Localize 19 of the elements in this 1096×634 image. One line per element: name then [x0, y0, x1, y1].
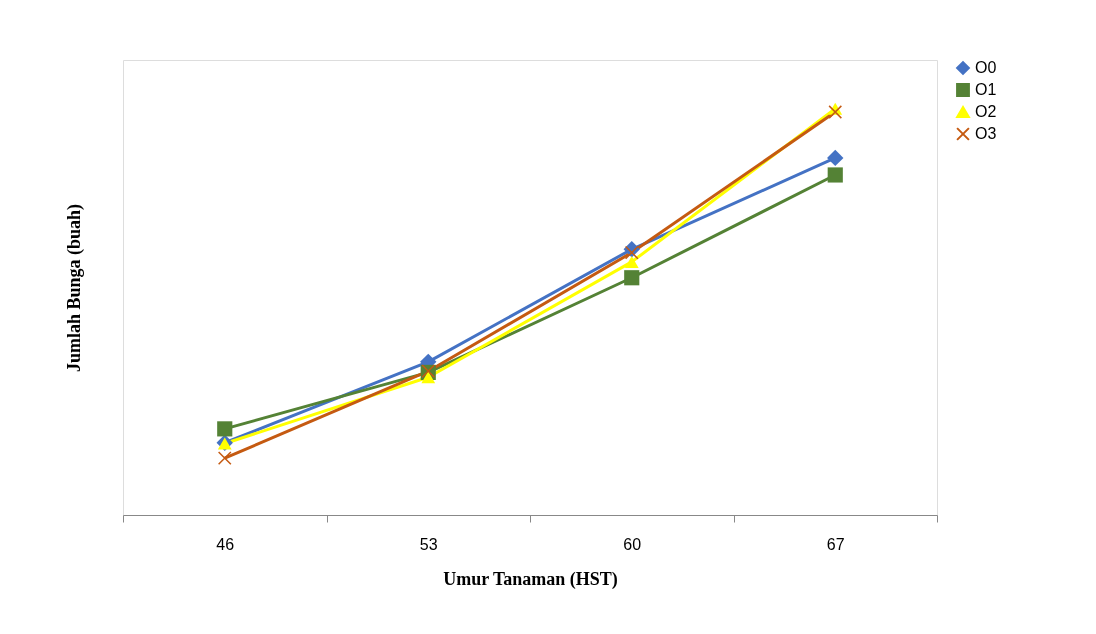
legend-label: O1	[975, 81, 997, 98]
point	[827, 167, 843, 183]
point	[217, 421, 233, 437]
legend-label: O0	[975, 59, 997, 76]
legend-label: O2	[975, 103, 997, 120]
point	[827, 149, 844, 167]
y-axis-title: Jumlah Bunga (buah)	[63, 203, 85, 373]
x-tick-label: 46	[216, 535, 235, 553]
point	[624, 245, 639, 260]
legend-label: O3	[975, 125, 997, 142]
point	[421, 371, 436, 384]
x-tick-label: 53	[419, 535, 438, 553]
point	[217, 451, 232, 465]
point	[624, 270, 640, 286]
point	[828, 105, 843, 119]
x-tick-label: 67	[826, 535, 845, 553]
x-axis-title: Umur Tanaman (HST)	[443, 568, 618, 590]
point	[624, 255, 639, 268]
x-tick-label: 60	[623, 535, 642, 553]
